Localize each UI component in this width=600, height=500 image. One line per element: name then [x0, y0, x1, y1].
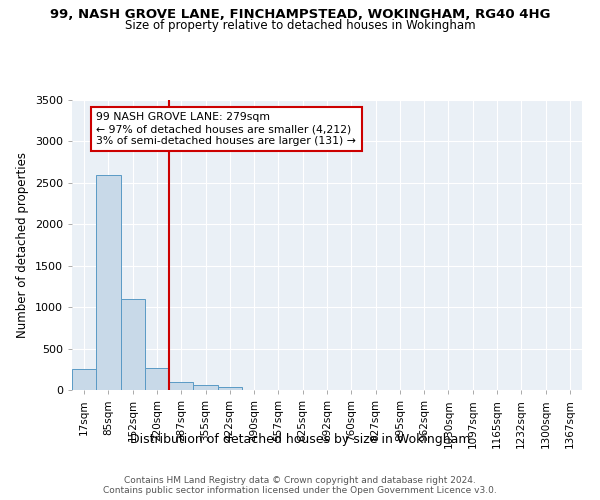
Bar [145, 368, 169, 390]
Bar [169, 382, 193, 390]
Bar [96, 174, 121, 390]
Text: 99 NASH GROVE LANE: 279sqm
← 97% of detached houses are smaller (4,212)
3% of se: 99 NASH GROVE LANE: 279sqm ← 97% of deta… [96, 112, 356, 146]
Bar [193, 385, 218, 390]
Text: Size of property relative to detached houses in Wokingham: Size of property relative to detached ho… [125, 19, 475, 32]
Text: Contains HM Land Registry data © Crown copyright and database right 2024.: Contains HM Land Registry data © Crown c… [124, 476, 476, 485]
Text: Distribution of detached houses by size in Wokingham: Distribution of detached houses by size … [130, 432, 470, 446]
Text: 99, NASH GROVE LANE, FINCHAMPSTEAD, WOKINGHAM, RG40 4HG: 99, NASH GROVE LANE, FINCHAMPSTEAD, WOKI… [50, 8, 550, 20]
Bar [121, 299, 145, 390]
Bar [72, 370, 96, 390]
Y-axis label: Number of detached properties: Number of detached properties [16, 152, 29, 338]
Bar [218, 386, 242, 390]
Text: Contains public sector information licensed under the Open Government Licence v3: Contains public sector information licen… [103, 486, 497, 495]
